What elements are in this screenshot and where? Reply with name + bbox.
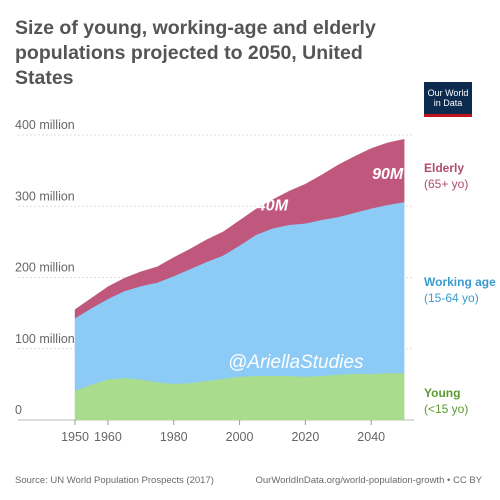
area-elderly[interactable] <box>74 138 405 319</box>
legend-young: Young <box>424 386 460 400</box>
annotation-label: 90M <box>372 166 404 183</box>
logo-line1: Our World <box>427 88 469 98</box>
population-area-chart: 0 100 million 200 million 300 million 400 mi… <box>15 118 496 444</box>
watermark-text: @AriellaStudies <box>228 352 364 373</box>
y-tick-label: 200 million <box>15 261 75 275</box>
x-tick-label: 1980 <box>160 430 188 444</box>
x-tick-label: 1960 <box>94 430 122 444</box>
x-tick-label: 2000 <box>226 430 254 444</box>
y-tick-label: 0 <box>15 403 22 417</box>
y-tick-label: 100 million <box>15 332 75 346</box>
logo-line2: in Data <box>433 98 463 108</box>
chart-title: Size of young, working-age and elderly p… <box>15 17 376 89</box>
x-tick-label: 2020 <box>291 430 319 444</box>
y-tick-label: 400 million <box>15 118 75 132</box>
legend-working-age-range: (15-64 yo) <box>424 291 479 305</box>
legend-young-range: (<15 yo) <box>424 402 468 416</box>
source-url[interactable]: OurWorldInData.org/world-population-grow… <box>255 475 483 486</box>
legend-elderly-range: (65+ yo) <box>424 177 468 191</box>
x-tick-label: 1950 <box>61 430 89 444</box>
legend-elderly: Elderly <box>424 161 464 175</box>
y-tick-label: 300 million <box>15 189 75 203</box>
area-young[interactable] <box>74 372 405 421</box>
source-note: Source: UN World Population Prospects (2… <box>15 475 214 486</box>
owid-logo[interactable]: Our World in Data <box>424 82 472 117</box>
x-tick-label: 2040 <box>357 430 385 444</box>
legend-working-age: Working age <box>424 275 496 289</box>
annotation-label: 40M <box>256 198 289 215</box>
